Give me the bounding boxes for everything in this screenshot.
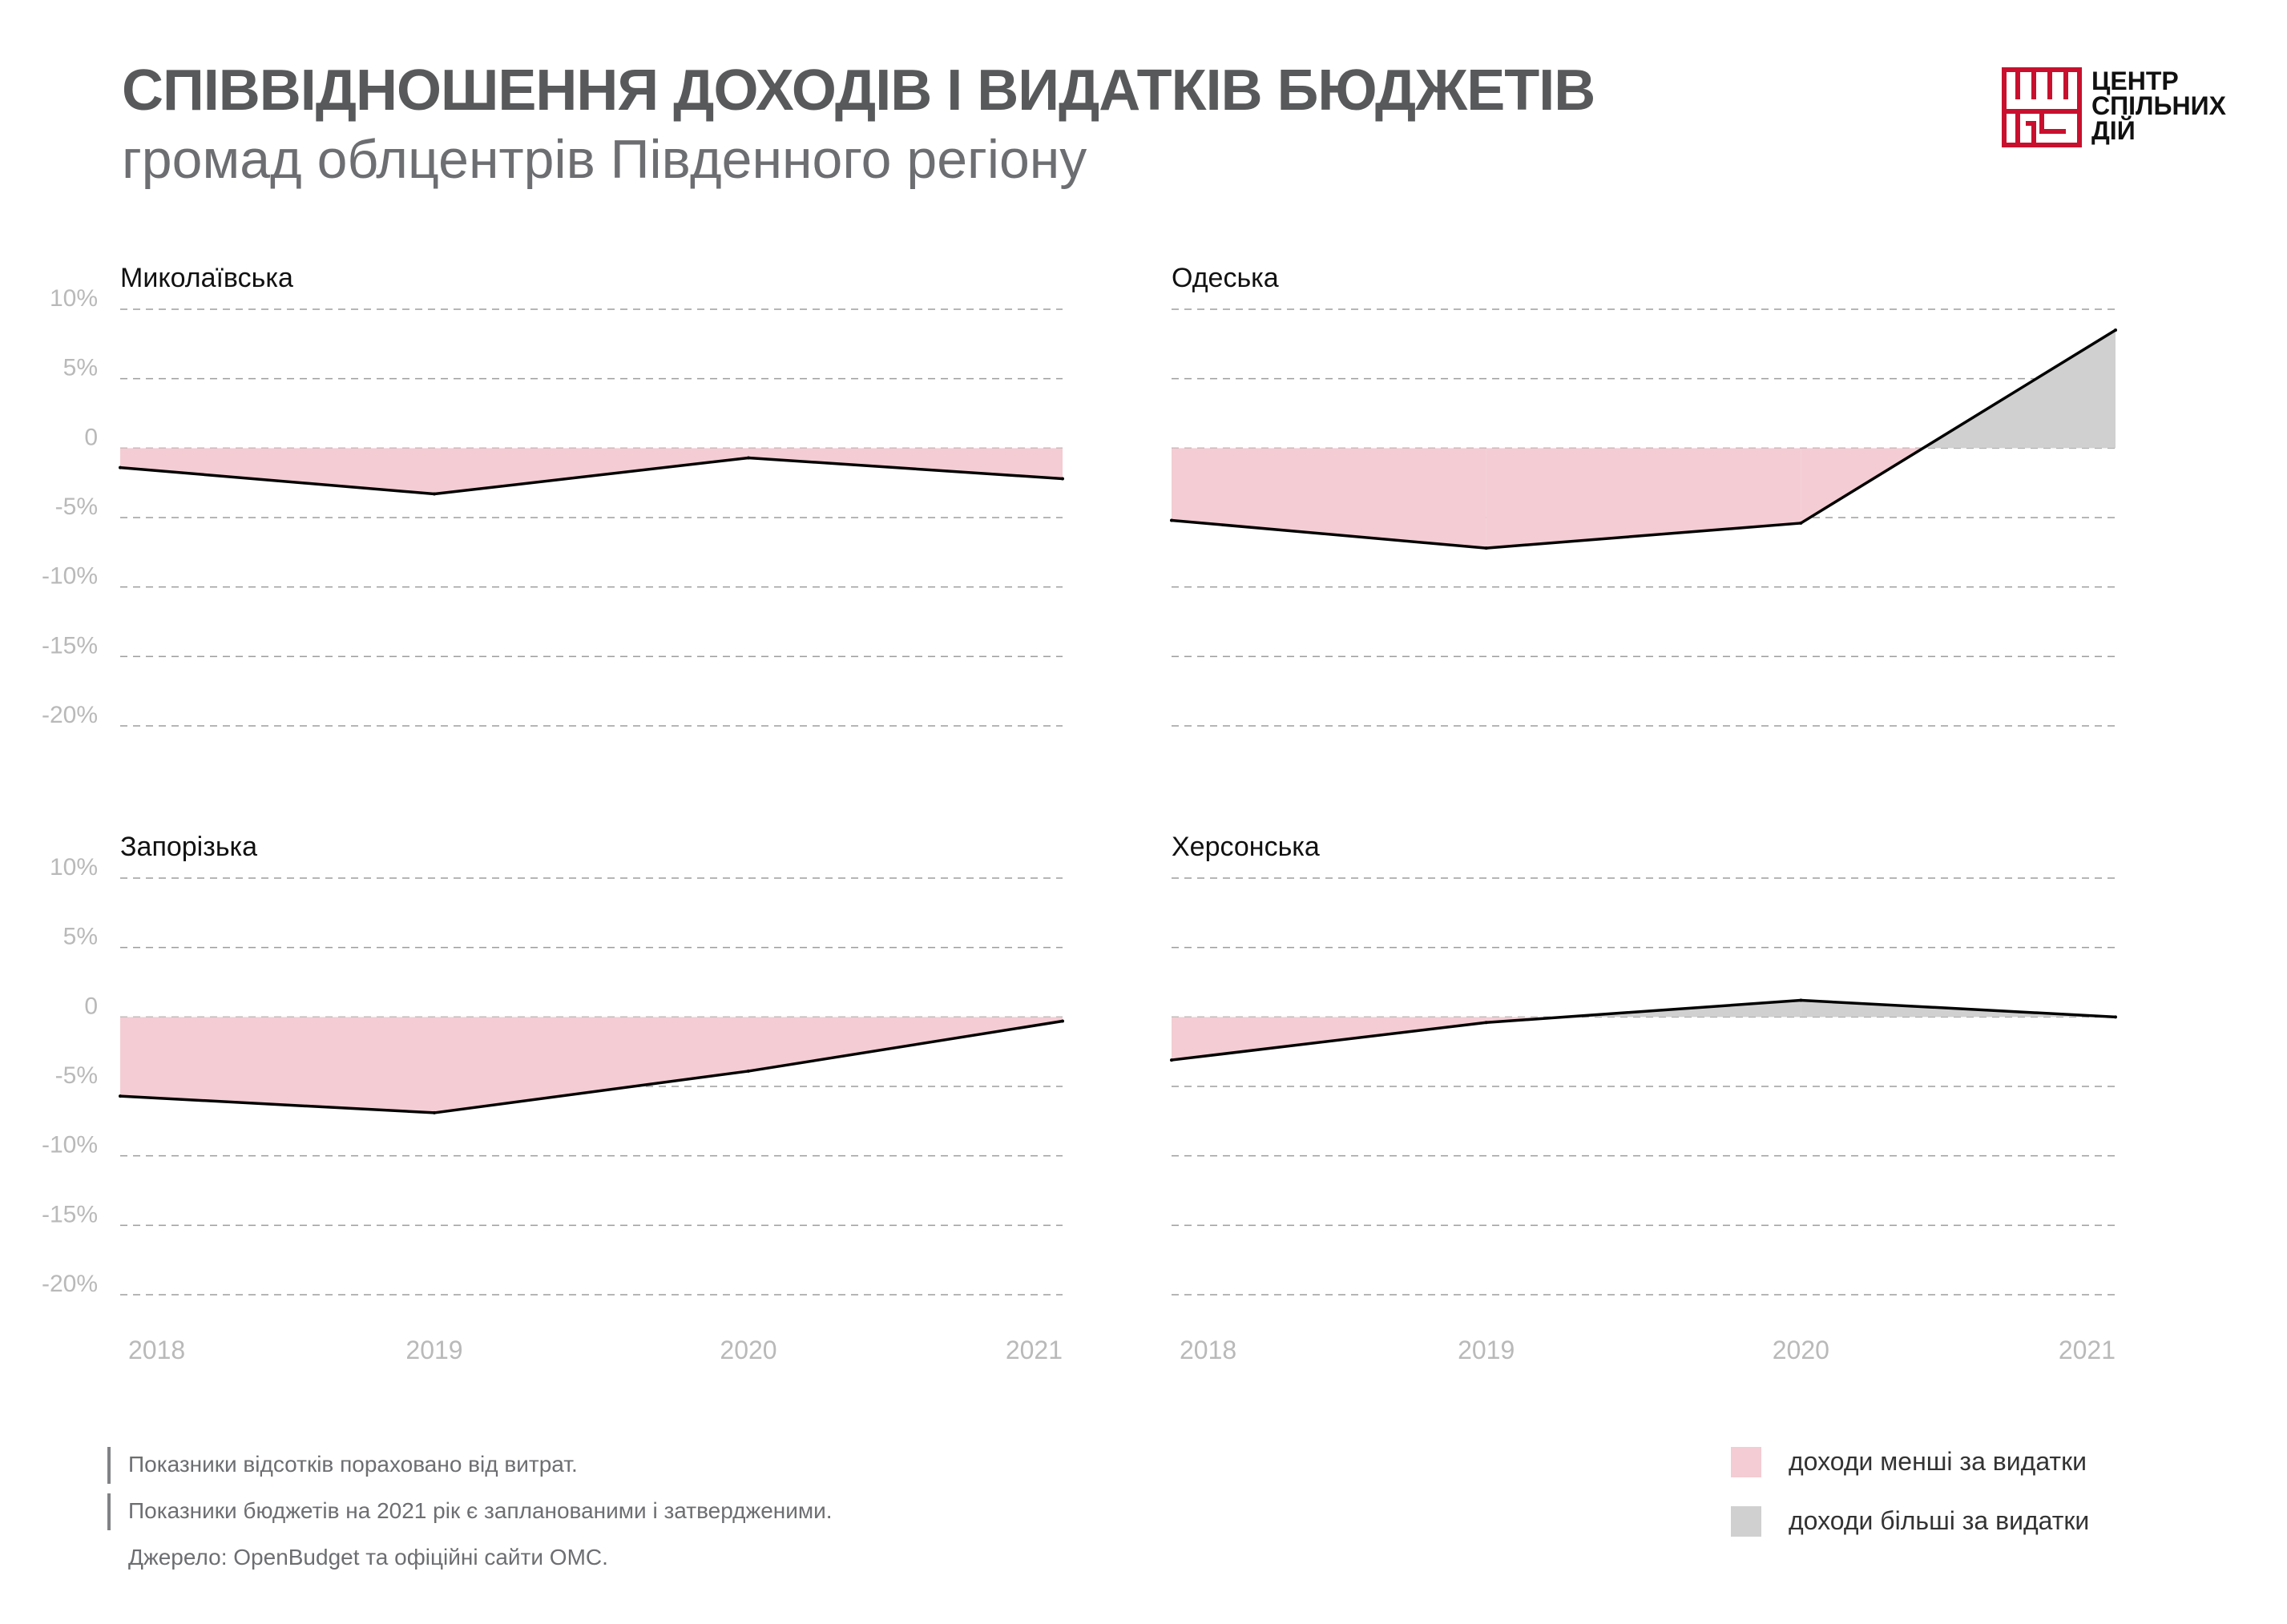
deficit-area xyxy=(434,448,748,494)
deficit-area xyxy=(120,448,434,494)
logo: ЦЕНТР СПІЛЬНИХ ДІЙ xyxy=(2002,67,2242,155)
data-point xyxy=(747,1069,750,1073)
chart-subtitle: громад облцентрів Південного регіону xyxy=(122,129,1087,190)
y-tick-label: 5% xyxy=(63,355,98,381)
data-point xyxy=(1799,521,1803,525)
legend-label: доходи менші за видатки xyxy=(1789,1447,2087,1476)
panel-1: Миколаївська 10% 5% 0 -5% -10% -15% -20% xyxy=(42,263,1064,728)
x-tick-label: 2021 xyxy=(1006,1336,1063,1364)
panel-title: Запорізька xyxy=(120,832,257,862)
legend-label: доходи більші за видатки xyxy=(1789,1506,2090,1535)
y-tick-label: -10% xyxy=(42,1132,98,1159)
data-point xyxy=(2114,328,2117,332)
deficit-area xyxy=(1486,448,1801,549)
deficit-area xyxy=(1172,448,1486,549)
y-tick-label: -5% xyxy=(55,494,98,520)
y-tick-label: 10% xyxy=(50,854,98,881)
data-point xyxy=(119,465,122,469)
x-tick-label: 2019 xyxy=(405,1336,462,1364)
deficit-area xyxy=(434,1017,748,1113)
series-line xyxy=(119,1019,1063,1114)
x-tick-label: 2019 xyxy=(1458,1336,1515,1364)
data-point xyxy=(2114,1015,2117,1019)
legend-swatch-surplus xyxy=(1731,1506,1761,1537)
x-tick-label: 2018 xyxy=(1180,1336,1236,1364)
y-tick-label: 0 xyxy=(84,424,98,450)
y-tick-label: -15% xyxy=(42,632,98,659)
y-tick-label: 5% xyxy=(63,924,98,950)
data-point xyxy=(433,1110,436,1114)
y-tick-label: -20% xyxy=(42,1271,98,1297)
series-line xyxy=(119,456,1063,496)
x-tick-label: 2021 xyxy=(2059,1336,2116,1364)
panel-title: Одеська xyxy=(1172,263,1279,293)
deficit-area xyxy=(748,448,1063,479)
y-tick-label: -10% xyxy=(42,563,98,590)
data-point xyxy=(433,492,436,496)
x-tick-label: 2020 xyxy=(720,1336,776,1364)
panel-title: Херсонська xyxy=(1172,832,1320,862)
footnote: Показники бюджетів на 2021 рік є заплано… xyxy=(107,1493,833,1530)
data-point xyxy=(1170,518,1173,522)
logo-line: ЦЕНТР xyxy=(2091,66,2179,95)
data-point xyxy=(1061,1019,1064,1023)
panel-3: Запорізька 10% 5% 0 -5% -10% -15% -20% 2018 2019 2… xyxy=(42,832,1064,1364)
y-tick-label: -15% xyxy=(42,1201,98,1227)
panel-title: Миколаївська xyxy=(120,263,293,293)
y-tick-label: -20% xyxy=(42,702,98,728)
legend-swatch-deficit xyxy=(1731,1447,1761,1477)
x-tick-label: 2020 xyxy=(1773,1336,1829,1364)
data-point xyxy=(1484,546,1488,550)
geometric-logo-mark-icon xyxy=(2002,67,2082,147)
y-tick-label: 10% xyxy=(50,285,98,312)
logo-text: ЦЕНТР СПІЛЬНИХ ДІЙ xyxy=(2091,66,2226,145)
footnote: Показники відсотків пораховано від витра… xyxy=(107,1447,833,1484)
deficit-area xyxy=(120,1017,434,1113)
data-point xyxy=(1061,477,1064,481)
source-note: Джерело: OpenBudget та офіційні сайти ОМ… xyxy=(128,1545,608,1570)
series-line xyxy=(1171,328,2116,550)
x-tick-label: 2018 xyxy=(128,1336,185,1364)
y-tick-label: -5% xyxy=(55,1062,98,1089)
logo-line: ДІЙ xyxy=(2091,116,2136,145)
chart-title: СПІВВІДНОШЕННЯ ДОХОДІВ І ВИДАТКІВ БЮДЖЕТ… xyxy=(122,58,1595,123)
data-point xyxy=(1484,1021,1488,1025)
data-point xyxy=(1170,1058,1173,1062)
y-tick-label: 0 xyxy=(84,993,98,1019)
logo-line: СПІЛЬНИХ xyxy=(2091,91,2226,120)
panel-2: Одеська xyxy=(1170,263,2117,727)
footnotes: Показники відсотків пораховано від витра… xyxy=(107,1447,833,1590)
series-line xyxy=(1171,998,2116,1062)
data-point xyxy=(747,456,750,460)
data-point xyxy=(119,1094,122,1098)
data-point xyxy=(1799,998,1803,1002)
panel-4: Херсонська 2018 2019 2020 2021 xyxy=(1170,832,2117,1364)
